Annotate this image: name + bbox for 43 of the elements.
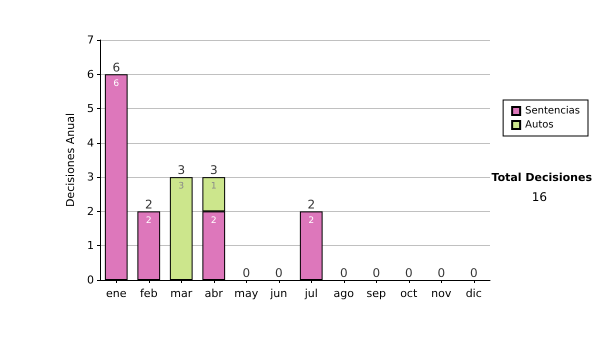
data-label: 1 <box>210 182 217 192</box>
x-tick-label: dic <box>466 287 482 300</box>
x-tick-label: jul <box>304 287 318 300</box>
data-label: 2 <box>210 216 217 226</box>
total-label: 2 <box>307 197 316 212</box>
y-tick-label: 1 <box>87 239 94 252</box>
total-label: 6 <box>112 60 120 74</box>
data-label: 6 <box>113 78 120 89</box>
y-tick-label: 6 <box>87 68 94 81</box>
y-tick-label: 2 <box>87 204 94 218</box>
total-label: 0 <box>340 266 348 280</box>
y-axis-title: Decisiones Anual <box>64 112 78 208</box>
y-tick-label: 3 <box>87 170 94 184</box>
y-tick-label: 0 <box>87 274 94 286</box>
text: 16 <box>532 190 548 204</box>
x-tick-label: jun <box>269 287 288 300</box>
x-tick-label: nov <box>431 287 452 300</box>
legend-label: Sentencias <box>525 106 580 116</box>
x-tick-label: sep <box>366 287 386 300</box>
total-label: 0 <box>470 266 478 280</box>
y-tick-label: 4 <box>87 136 94 150</box>
text: Total Decisiones <box>492 171 592 184</box>
total-label: 0 <box>274 266 283 280</box>
x-tick-label: feb <box>140 287 158 300</box>
total-label: 3 <box>177 163 186 178</box>
data-label: 3 <box>178 182 184 192</box>
total-label: 0 <box>404 266 413 280</box>
x-tick-label: mar <box>170 287 193 300</box>
total-label: 0 <box>242 266 250 280</box>
legend-label: Autos <box>525 120 554 130</box>
total-label: 0 <box>372 266 380 280</box>
data-label: 2 <box>308 216 314 226</box>
x-tick-label: may <box>234 287 259 300</box>
total-label: 2 <box>144 197 153 212</box>
data-label: 2 <box>146 216 152 226</box>
y-tick-label: 7 <box>87 34 94 46</box>
x-tick-label: oct <box>400 287 418 300</box>
total-label: 3 <box>210 163 218 178</box>
x-tick-label: ene <box>106 287 127 300</box>
total-label: 0 <box>437 266 446 280</box>
x-tick-label: ago <box>334 287 354 300</box>
x-tick-label: abr <box>204 287 224 300</box>
y-tick-label: 5 <box>87 102 94 116</box>
